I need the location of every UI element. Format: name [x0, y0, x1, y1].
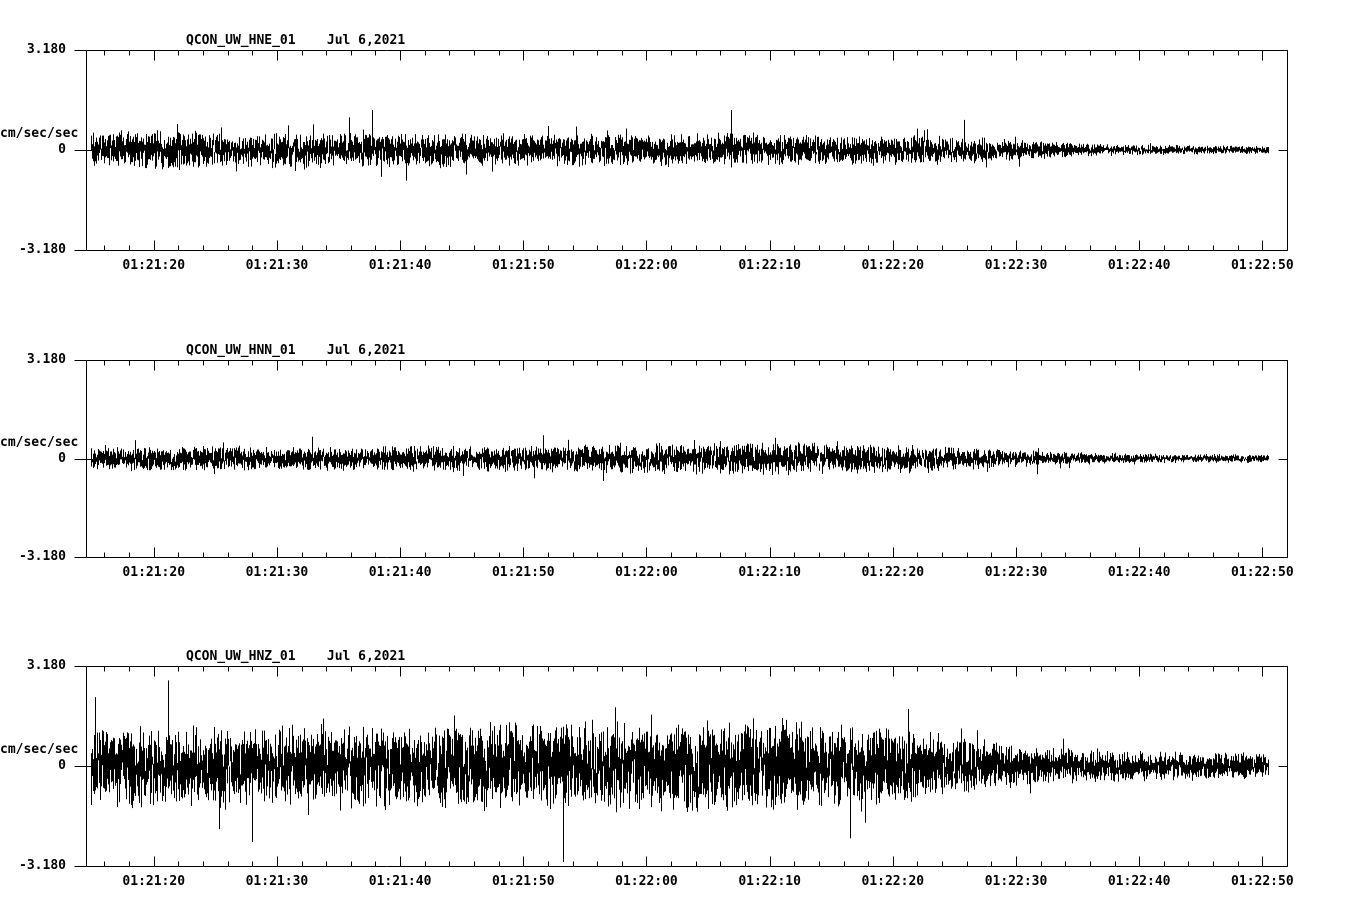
- y-axis-unit-label-hnz: cm/sec/sec: [0, 742, 79, 757]
- y-tick-min-hnz: -3.180: [19, 858, 66, 873]
- x-tick-label: 01:22:00: [615, 874, 678, 889]
- panel-title-hnz: QCON_UW_HNZ_01 Jul 6,2021: [186, 649, 406, 664]
- x-tick-label: 01:22:30: [984, 874, 1048, 889]
- x-tick-label: 01:21:30: [245, 874, 309, 889]
- x-tick-label: 01:21:50: [491, 874, 555, 889]
- x-tick-label: 01:21:40: [368, 874, 432, 889]
- y-tick-zero-hnz: 0: [58, 758, 66, 773]
- x-tick-label: 01:22:20: [861, 874, 925, 889]
- x-tick-label: 01:21:20: [122, 874, 186, 889]
- x-tick-label: 01:22:50: [1231, 874, 1294, 889]
- x-tick-label: 01:22:10: [738, 874, 801, 889]
- y-tick-max-hnz: 3.180: [26, 658, 66, 673]
- x-tick-label: 01:22:40: [1107, 874, 1171, 889]
